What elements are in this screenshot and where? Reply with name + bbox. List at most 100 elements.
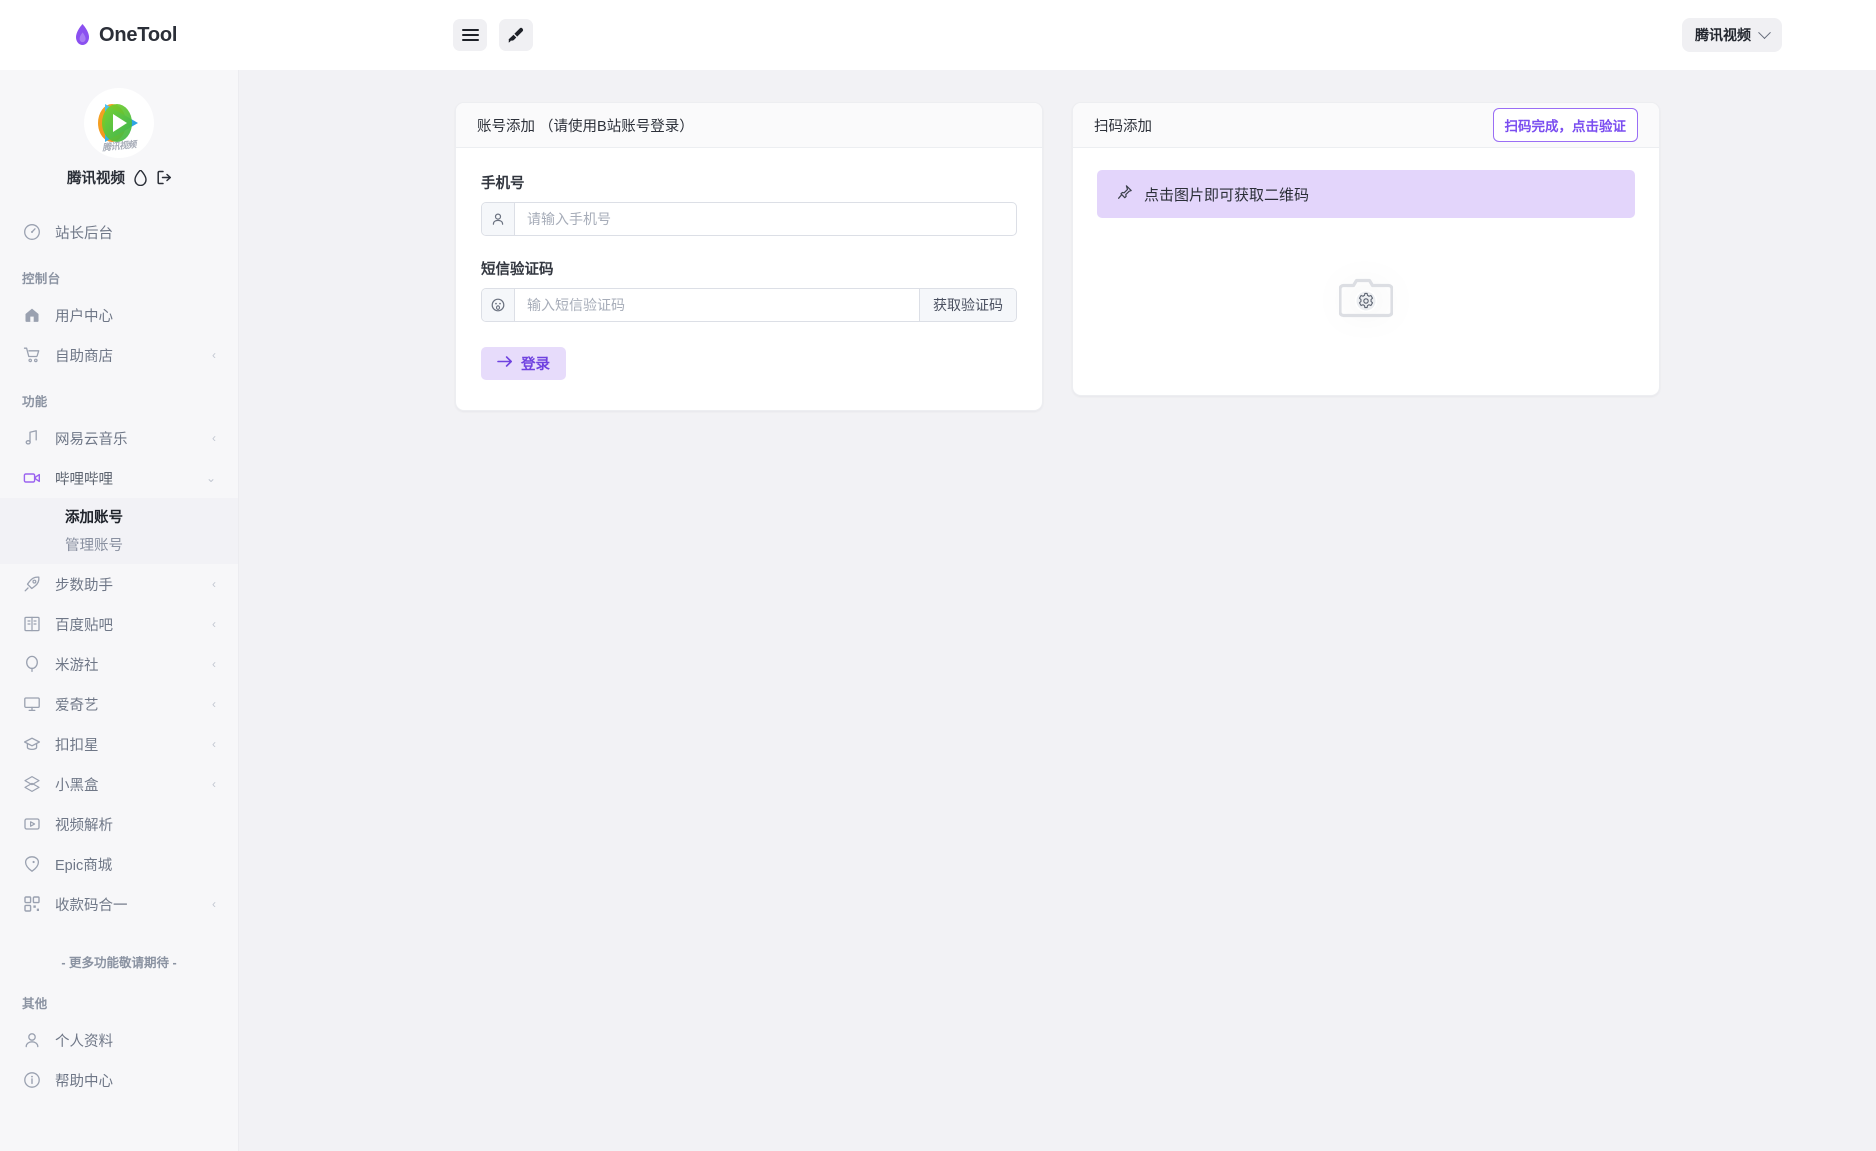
paintbrush-icon[interactable] xyxy=(499,19,533,51)
sidebar-nav[interactable]: 站长后台 控制台 用户中心 自助商店 ‹ 功能 网易云音乐 ‹ xyxy=(0,198,238,1100)
sidebar-item-label: 用户中心 xyxy=(55,308,113,325)
graduation-cap-icon xyxy=(23,735,41,753)
sidebar-item-label: 爱奇艺 xyxy=(55,697,99,714)
phone-input-group[interactable] xyxy=(481,202,1017,236)
expand-arrow: ‹ xyxy=(212,577,216,591)
shopping-cart-icon xyxy=(23,346,41,364)
epic-icon xyxy=(23,855,41,873)
sidebar-item-label: 收款码合一 xyxy=(55,897,128,914)
sidebar-subitem-manage-account[interactable]: 管理账号 xyxy=(65,537,123,554)
rocket-icon xyxy=(23,575,41,593)
brand-name: OneTool xyxy=(99,23,178,46)
sidebar-item-iqiyi[interactable]: 爱奇艺 ‹ xyxy=(0,684,238,724)
video-camera-icon xyxy=(23,469,41,487)
login-button-label: 登录 xyxy=(521,357,550,373)
sidebar-profile: 腾讯视频 腾讯视频 xyxy=(0,70,238,198)
verify-scan-button[interactable]: 扫码完成，点击验证 xyxy=(1492,108,1638,142)
sms-input[interactable] xyxy=(515,289,919,321)
sidebar-subitem-add-account[interactable]: 添加账号 xyxy=(65,509,123,526)
qr-grid-icon xyxy=(23,895,41,913)
sidebar-item-label: 步数助手 xyxy=(55,577,113,594)
sidebar-item-netease-music[interactable]: 网易云音乐 ‹ xyxy=(0,418,238,458)
sidebar-item-epic-store[interactable]: Epic商城 xyxy=(0,844,238,884)
qr-add-card-header: 扫码添加 扫码完成，点击验证 xyxy=(1073,103,1659,148)
sidebar-item-dashboard[interactable]: 站长后台 xyxy=(0,212,238,252)
main-content: 账号添加 （请使用B站账号登录） 手机号 短信验证码 获取 xyxy=(239,70,1876,1151)
login-button[interactable]: 登录 xyxy=(481,347,566,380)
flame-icon xyxy=(74,24,91,46)
account-add-card-body: 手机号 短信验证码 获取验证码 xyxy=(456,148,1042,410)
cards-row: 账号添加 （请使用B站账号登录） 手机号 短信验证码 获取 xyxy=(239,102,1876,411)
account-add-card: 账号添加 （请使用B站账号登录） 手机号 短信验证码 获取 xyxy=(455,102,1043,411)
brand-logo[interactable]: OneTool xyxy=(0,0,239,70)
send-code-button[interactable]: 获取验证码 xyxy=(919,289,1016,321)
flame-icon[interactable] xyxy=(134,168,148,186)
play-square-icon xyxy=(23,815,41,833)
expand-arrow: ‹ xyxy=(212,697,216,711)
sidebar-item-label: 米游社 xyxy=(55,657,99,674)
account-switcher-label: 腾讯视频 xyxy=(1695,27,1751,43)
sidebar-item-label: 百度贴吧 xyxy=(55,617,113,634)
sidebar-item-miyoushe[interactable]: 米游社 ‹ xyxy=(0,644,238,684)
sidebar-group-title-other: 其他 xyxy=(22,997,48,1011)
info-circle-icon xyxy=(23,1071,41,1089)
surprised-face-icon xyxy=(482,289,515,321)
sidebar-item-label: 站长后台 xyxy=(55,225,113,242)
avatar: 腾讯视频 xyxy=(84,88,154,158)
phone-input[interactable] xyxy=(515,203,1016,235)
sms-label: 短信验证码 xyxy=(481,262,554,278)
collapse-arrow: ⌄ xyxy=(205,471,216,485)
logout-icon[interactable] xyxy=(157,170,172,186)
music-note-icon xyxy=(23,429,41,447)
sidebar-item-profile[interactable]: 个人资料 xyxy=(0,1020,238,1060)
monitor-icon xyxy=(23,695,41,713)
sidebar-item-koukouxing[interactable]: 扣扣星 ‹ xyxy=(0,724,238,764)
user-icon xyxy=(482,203,515,235)
sidebar-item-label: Epic商城 xyxy=(55,857,113,874)
sidebar-item-step-assistant[interactable]: 步数助手 ‹ xyxy=(0,564,238,604)
sms-input-group[interactable]: 获取验证码 xyxy=(481,288,1017,322)
sidebar-item-xiaoheihe[interactable]: 小黑盒 ‹ xyxy=(0,764,238,804)
sidebar-item-user-center[interactable]: 用户中心 xyxy=(0,295,238,335)
sidebar-item-label: 个人资料 xyxy=(55,1033,113,1050)
qr-add-card: 扫码添加 扫码完成，点击验证 点击图片即可获取二维码 xyxy=(1072,102,1660,396)
sidebar-item-label: 自助商店 xyxy=(55,348,113,365)
profile-row: 腾讯视频 xyxy=(67,167,172,188)
sidebar-item-label: 视频解析 xyxy=(55,817,113,834)
home-icon xyxy=(23,306,41,324)
more-features-note: - 更多功能敬请期待 - xyxy=(61,956,177,970)
sidebar-item-help[interactable]: 帮助中心 xyxy=(0,1060,238,1100)
sidebar-group-title-features: 功能 xyxy=(22,395,48,409)
hamburger-icon[interactable] xyxy=(453,19,487,51)
account-switcher[interactable]: 腾讯视频 xyxy=(1682,18,1782,52)
sidebar-submenu-bilibili[interactable]: 添加账号 管理账号 xyxy=(0,498,238,564)
sidebar-group-title-console: 控制台 xyxy=(22,272,61,286)
sidebar-item-store[interactable]: 自助商店 ‹ xyxy=(0,335,238,375)
qr-image-area[interactable] xyxy=(1073,218,1659,378)
account-add-card-header: 账号添加 （请使用B站账号登录） xyxy=(456,103,1042,148)
page-title: 账号添加 （请使用B站账号登录） xyxy=(477,118,694,135)
sidebar-item-label: 哔哩哔哩 xyxy=(55,471,113,488)
top-actions xyxy=(453,19,533,51)
sidebar-item-baidu-tieba[interactable]: 百度贴吧 ‹ xyxy=(0,604,238,644)
dashboard-gauge-icon xyxy=(23,223,41,241)
sidebar-item-label: 帮助中心 xyxy=(55,1073,113,1090)
expand-arrow: ‹ xyxy=(212,617,216,631)
qr-hint-text: 点击图片即可获取二维码 xyxy=(1144,186,1310,204)
top-bar: OneTool 腾讯视频 xyxy=(0,0,1876,70)
sidebar-item-video-parse[interactable]: 视频解析 xyxy=(0,804,238,844)
topbar-right: 腾讯视频 xyxy=(1682,18,1876,52)
phone-label: 手机号 xyxy=(481,176,525,192)
expand-arrow: ‹ xyxy=(212,737,216,751)
expand-arrow: ‹ xyxy=(212,897,216,911)
sidebar-item-payment-qr[interactable]: 收款码合一 ‹ xyxy=(0,884,238,924)
sidebar-item-label: 小黑盒 xyxy=(55,777,99,794)
user-icon xyxy=(23,1031,41,1049)
expand-arrow: ‹ xyxy=(212,431,216,445)
expand-arrow: ‹ xyxy=(212,657,216,671)
sidebar[interactable]: 腾讯视频 腾讯视频 站长后台 控制台 用户中心 xyxy=(0,70,239,1151)
camera-gear-placeholder-icon[interactable] xyxy=(1338,275,1394,321)
sidebar-item-bilibili[interactable]: 哔哩哔哩 ⌄ xyxy=(0,458,238,498)
expand-arrow: ‹ xyxy=(212,777,216,791)
qr-hint-banner[interactable]: 点击图片即可获取二维码 xyxy=(1097,170,1635,218)
